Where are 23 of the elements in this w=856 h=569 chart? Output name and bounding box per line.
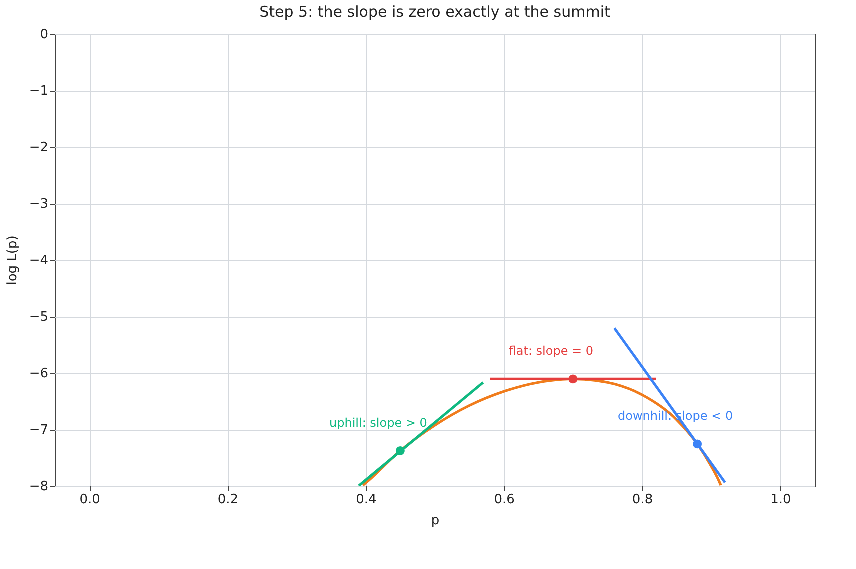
x-tick-label: 0.6 — [494, 492, 515, 508]
annotation: uphill: slope > 0 — [329, 416, 428, 430]
x-tick-label: 0.2 — [218, 492, 239, 508]
x-tick-label: 0.8 — [632, 492, 654, 508]
y-tick-label: −6 — [29, 366, 48, 382]
y-axis-title: log L(p) — [5, 236, 20, 286]
annotation: flat: slope = 0 — [508, 344, 594, 358]
y-tick-label: 0 — [40, 28, 48, 42]
y-tick-label: −5 — [29, 310, 48, 325]
y-tick-label: −8 — [29, 480, 48, 494]
x-tick-label: 1.0 — [770, 492, 792, 508]
x-tick-label: 0.4 — [356, 492, 377, 508]
y-tick-label: −1 — [29, 84, 48, 99]
chart-title: Step 5: the slope is zero exactly at the summit — [260, 3, 611, 21]
y-tick-label: −4 — [29, 254, 48, 268]
point — [568, 374, 578, 384]
y-tick-label: −7 — [29, 423, 48, 438]
point — [693, 440, 702, 449]
point — [396, 446, 405, 456]
x-tick-label: 0.0 — [80, 492, 100, 508]
y-tick-label: −3 — [29, 197, 48, 212]
x-axis-title: p — [431, 514, 440, 528]
y-tick-label: −2 — [29, 140, 48, 156]
